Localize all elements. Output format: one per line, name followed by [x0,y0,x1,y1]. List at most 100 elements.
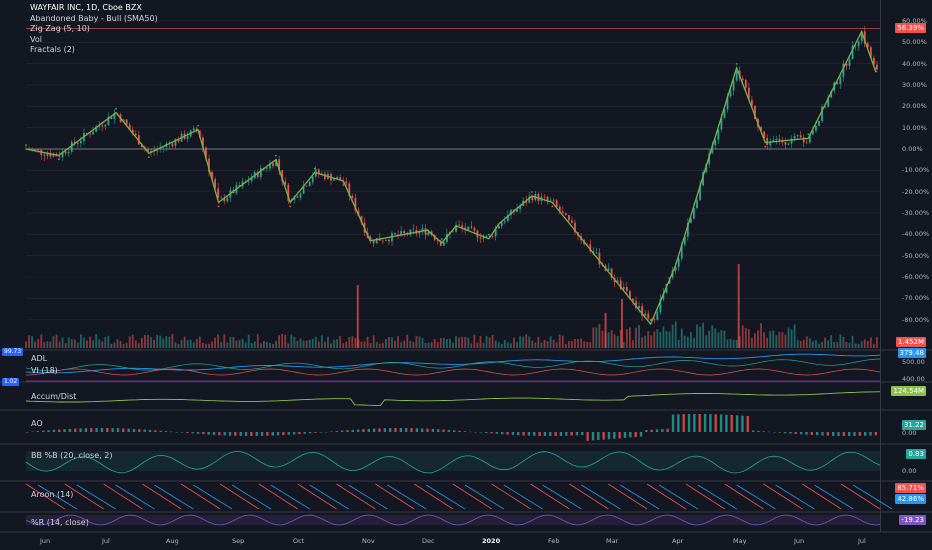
fractal-marker [342,184,345,186]
volume-bar [860,341,863,348]
volume-bar [769,331,772,348]
candle-body [311,176,314,183]
volume-bar [226,342,229,348]
volume-bar [827,340,830,348]
candle-body [751,99,753,106]
aroon-down-line [814,484,854,510]
candle-body [531,196,534,201]
fractal-marker [860,34,863,37]
candle-body [195,128,198,131]
panel-label-aroon[interactable]: Aroon (14) [31,490,74,499]
volume-bar [534,342,537,348]
candle-body [741,78,744,81]
aroon-down-line [76,484,116,510]
volume-bar [165,336,168,348]
aroon-down-line [581,484,621,510]
ao-bar [682,414,685,432]
panel-label-wr[interactable]: %R (14, close) [31,518,89,527]
panel-label-accum[interactable]: Accum/Dist [31,392,77,401]
candle-body [324,173,326,179]
volume-bar [747,329,750,348]
candle-body [162,146,165,148]
candle-body [482,236,485,239]
adl-tick-500: 500.00 [902,358,925,366]
volume-bar [256,334,259,348]
candle-body [519,205,521,210]
ao-bar [757,430,760,432]
indicator-volume[interactable]: Vol [30,34,42,44]
volume-bar [391,337,393,348]
candle-body [812,130,814,135]
panel-label-adl[interactable]: ADL [31,354,48,363]
ao-bar [255,432,258,436]
candle-body [205,147,207,159]
volume-bar [290,334,293,348]
candle-body [754,105,756,119]
candle-body [174,139,177,146]
wr-band [26,515,880,525]
volume-bar [754,333,756,348]
ao-bar [549,432,552,436]
ao-bar [735,415,739,432]
volume-bar [278,335,281,348]
ao-bar [565,432,568,436]
candle-body [375,238,378,244]
candle-body [622,286,625,290]
panel-label-vi[interactable]: VI (18) [31,366,58,375]
panel-label-bb[interactable]: BB %B (20, close, 2) [31,451,113,460]
candle-body [58,156,61,158]
price-tick-label: 10.00% [902,123,927,132]
ao-bar [303,432,306,434]
volume-bar [729,339,732,348]
panel-label-ao[interactable]: AO [31,419,43,428]
volume-bar [385,339,387,348]
candle-body [308,182,311,186]
candle-body [302,185,305,194]
candle-body [217,188,220,198]
volume-bar [711,325,714,348]
ao-bar [794,432,797,434]
candle-body [336,177,338,180]
ao-bar [74,428,77,432]
time-tick-label: Apr [672,537,684,545]
volume-bar [555,342,558,348]
volume-bar [513,337,515,348]
volume-bar [540,342,543,348]
time-tick-label: 2020 [482,537,501,545]
ao-bar [831,432,835,436]
volume-bar [452,342,454,348]
candle-body [568,215,570,221]
volume-bar [683,335,686,348]
volume-spike [604,313,607,348]
aroon-down-line [425,484,466,510]
ao-bar [431,428,435,432]
volume-bar [635,327,637,348]
volume-bar [95,334,98,348]
volume-bar [625,329,628,348]
candle-body [442,241,445,246]
candle-body [131,129,134,134]
candle-body [869,47,872,58]
volume-bar [516,342,518,348]
ao-bar [677,414,680,432]
ao-bar [26,432,29,433]
aroon-down-line [775,484,815,510]
ao-bar [383,428,387,432]
volume-bar [220,341,223,348]
candle-body [842,63,845,77]
candle-body [452,231,454,233]
aroon-down-line [115,484,155,510]
aroon-up-line [569,483,609,510]
indicator-fractals[interactable]: Fractals (2) [30,45,75,54]
volume-bar [854,343,857,348]
candle-body [394,232,396,235]
ao-bar [79,428,82,432]
fractal-marker [25,144,27,146]
ao-bar [810,432,814,435]
candle-body [372,239,375,244]
candle-body [528,196,531,203]
indicator-abandoned-baby[interactable]: Abandoned Baby - Bull (SMA50) [30,13,158,23]
volume-bar [799,340,802,348]
indicator-zigzag[interactable]: Zig Zag (5, 10) [30,24,90,33]
